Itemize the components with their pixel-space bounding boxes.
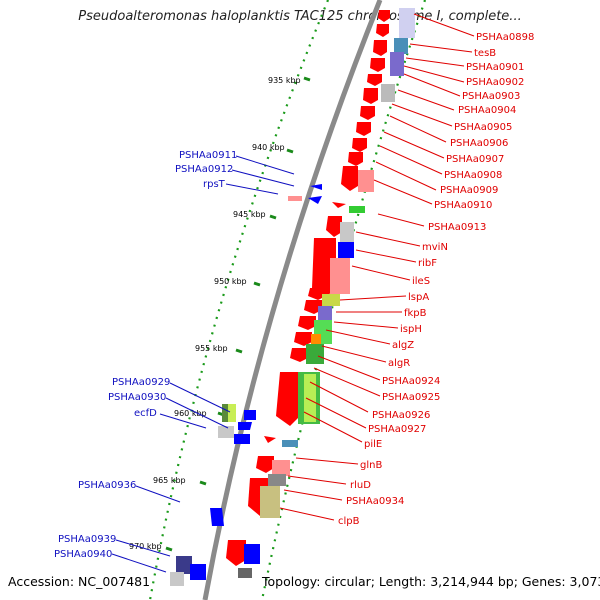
gene-label: PSHAa0909	[440, 185, 498, 196]
gene-label: PSHAa0927	[368, 424, 426, 435]
gene-label: lspA	[408, 292, 429, 303]
gene-label: PSHAa0902	[466, 77, 524, 88]
gene-label: rluD	[350, 480, 371, 491]
scale-label: 940 kbp	[252, 143, 285, 152]
gene-label: PSHAa0911	[179, 150, 237, 161]
topology-text: Topology: circular; Length: 3,214,944 bp…	[262, 574, 600, 589]
scale-label: 970 kbp	[129, 542, 162, 551]
gene-label: PSHAa0936	[78, 480, 136, 491]
gene-label: PSHAa0930	[108, 392, 166, 403]
gene-label: ribF	[418, 258, 437, 269]
right-labels: PSHAa0898 tesB PSHAa0901 PSHAa0902 PSHAa…	[338, 32, 534, 527]
gene-label: PSHAa0901	[466, 62, 524, 73]
scale-labels: 935 kbp 940 kbp 945 kbp 950 kbp 955 kbp …	[129, 76, 301, 551]
gene-label: PSHAa0925	[382, 392, 440, 403]
scale-label: 935 kbp	[268, 76, 301, 85]
gene-label: PSHAa0926	[372, 410, 430, 421]
gene-label: PSHAa0910	[434, 200, 492, 211]
gene-label: tesB	[474, 48, 496, 59]
scale-label: 955 kbp	[195, 344, 228, 353]
gene-label: PSHAa0929	[112, 377, 170, 388]
gene-label: PSHAa0939	[58, 534, 116, 545]
gene-label: PSHAa0904	[458, 105, 516, 116]
gene-label: pilE	[364, 439, 382, 450]
gene-label: algR	[388, 358, 410, 369]
gene-label: PSHAa0912	[175, 164, 233, 175]
gene-label: PSHAa0934	[346, 496, 404, 507]
gene-label: ispH	[400, 324, 422, 335]
accession-text: Accession: NC_007481	[8, 574, 151, 589]
gene-label: PSHAa0908	[444, 170, 502, 181]
scale-ticks	[165, 76, 311, 552]
gene-label: ecfD	[134, 408, 157, 419]
gene-label: mviN	[422, 242, 448, 253]
gene-label: PSHAa0907	[446, 154, 504, 165]
feature-blocks	[238, 8, 415, 578]
scale-label: 950 kbp	[214, 277, 247, 286]
gene-label: PSHAa0940	[54, 549, 112, 560]
gene-label: fkpB	[404, 308, 427, 319]
gene-label: clpB	[338, 516, 360, 527]
gene-label: PSHAa0905	[454, 122, 512, 133]
reverse-genes	[170, 184, 322, 586]
gene-label: PSHAa0906	[450, 138, 508, 149]
scale-label: 965 kbp	[153, 476, 186, 485]
gene-label: PSHAa0898	[476, 32, 534, 43]
scale-label: 960 kbp	[174, 409, 207, 418]
right-connectors	[279, 13, 475, 521]
gene-label: PSHAa0903	[462, 91, 520, 102]
gene-label: ileS	[412, 276, 430, 287]
gene-label: PSHAa0913	[428, 222, 486, 233]
left-connectors	[111, 155, 295, 573]
gene-label: PSHAa0924	[382, 376, 440, 387]
left-labels: PSHAa0911 PSHAa0912 rpsT PSHAa0929 PSHAa…	[54, 150, 237, 560]
gene-label: rpsT	[203, 179, 226, 190]
scale-track	[148, 0, 330, 600]
scale-label: 945 kbp	[233, 210, 266, 219]
gene-label: algZ	[392, 340, 414, 351]
gene-label: glnB	[360, 460, 382, 471]
